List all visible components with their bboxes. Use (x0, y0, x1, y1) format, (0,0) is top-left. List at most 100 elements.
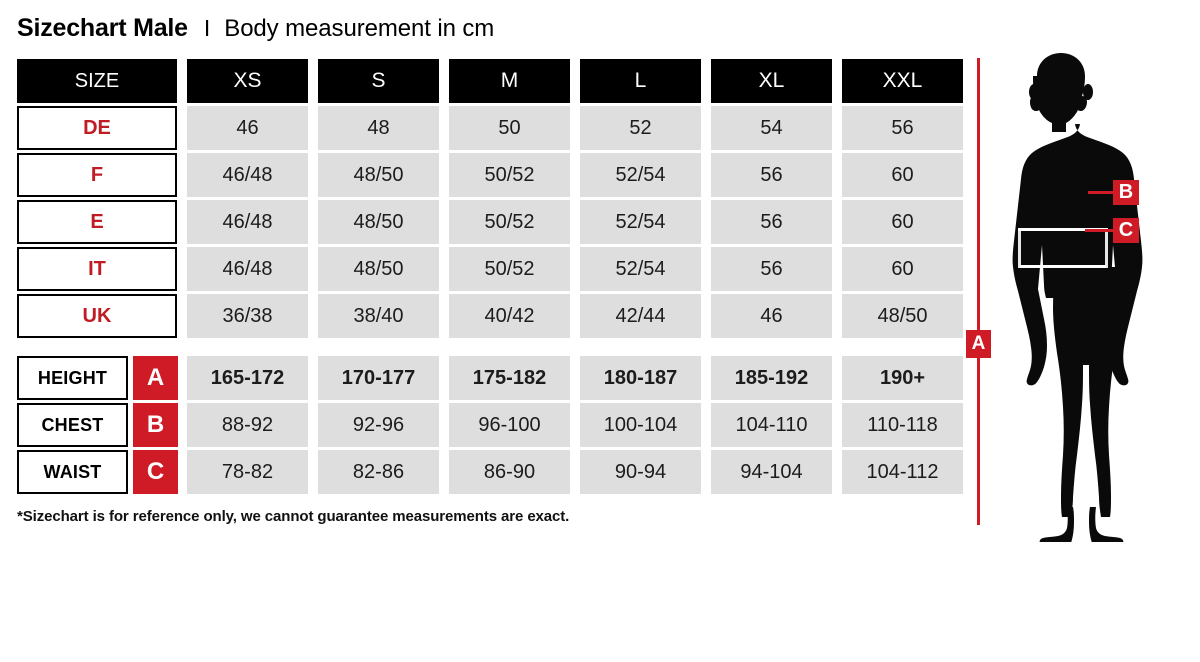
cell-chest-xl: 104-110 (711, 403, 832, 447)
cell-waist-xxl: 104-112 (842, 450, 963, 494)
cell-waist-l: 90-94 (580, 450, 701, 494)
table-row: IT 46/48 48/50 50/52 52/54 56 60 (17, 247, 963, 291)
cell-chest-s: 92-96 (318, 403, 439, 447)
cell-uk-xs: 36/38 (187, 294, 308, 338)
row-label-it: IT (17, 247, 177, 291)
cell-waist-m: 86-90 (449, 450, 570, 494)
label-with-badge: CHEST B (17, 403, 178, 447)
cell-e-l: 52/54 (580, 200, 701, 244)
marker-badge-b: B (133, 403, 178, 447)
row-label-e: E (17, 200, 177, 244)
marker-badge-c: C (133, 450, 178, 494)
cell-it-xs: 46/48 (187, 247, 308, 291)
table-row: F 46/48 48/50 50/52 52/54 56 60 (17, 153, 963, 197)
marker-b-icon: B (1113, 180, 1139, 205)
cell-chest-xs: 88-92 (187, 403, 308, 447)
header-cell-m: M (449, 59, 570, 103)
table-row: UK 36/38 38/40 40/42 42/44 46 48/50 (17, 294, 963, 338)
label-with-badge: WAIST C (17, 450, 178, 494)
body-figure: A B (963, 52, 1200, 542)
chest-leader-line (1088, 191, 1113, 194)
cell-e-m: 50/52 (449, 200, 570, 244)
row-label-uk: UK (17, 294, 177, 338)
page-title: Sizechart Male I Body measurement in cm (17, 14, 494, 43)
cell-e-xxl: 60 (842, 200, 963, 244)
row-label-f: F (17, 153, 177, 197)
row-label-waist: WAIST C (17, 450, 178, 494)
cell-height-l: 180-187 (580, 356, 701, 400)
cell-de-xs: 46 (187, 106, 308, 150)
header-cell-l: L (580, 59, 701, 103)
cell-de-xl: 54 (711, 106, 832, 150)
label-with-badge: HEIGHT A (17, 356, 178, 400)
cell-f-xl: 56 (711, 153, 832, 197)
cell-uk-l: 42/44 (580, 294, 701, 338)
table-row: WAIST C 78-82 82-86 86-90 90-94 94-104 1… (17, 450, 963, 494)
table-row: E 46/48 48/50 50/52 52/54 56 60 (17, 200, 963, 244)
cell-de-l: 52 (580, 106, 701, 150)
cell-height-m: 175-182 (449, 356, 570, 400)
marker-a-icon: A (966, 330, 991, 358)
marker-c-icon: C (1113, 218, 1139, 243)
cell-f-xs: 46/48 (187, 153, 308, 197)
cell-waist-xs: 78-82 (187, 450, 308, 494)
cell-it-xxl: 60 (842, 247, 963, 291)
cell-waist-s: 82-86 (318, 450, 439, 494)
header-cell-xl: XL (711, 59, 832, 103)
cell-it-m: 50/52 (449, 247, 570, 291)
cell-de-m: 50 (449, 106, 570, 150)
row-label-text: IT (17, 247, 177, 291)
male-silhouette-icon (1012, 53, 1143, 542)
cell-uk-xl: 46 (711, 294, 832, 338)
disclaimer-text: *Sizechart is for reference only, we can… (17, 508, 570, 525)
cell-de-s: 48 (318, 106, 439, 150)
cell-chest-m: 96-100 (449, 403, 570, 447)
row-label-text: CHEST (17, 403, 128, 447)
cell-it-xl: 56 (711, 247, 832, 291)
waist-leader-line (1085, 229, 1113, 232)
row-label-text: UK (17, 294, 177, 338)
cell-f-xxl: 60 (842, 153, 963, 197)
cell-it-l: 52/54 (580, 247, 701, 291)
row-label-text: F (17, 153, 177, 197)
table-row: CHEST B 88-92 92-96 96-100 100-104 104-1… (17, 403, 963, 447)
header-cell-s: S (318, 59, 439, 103)
table-header-row: SIZE XS S M L XL XXL (17, 59, 963, 103)
row-label-text: HEIGHT (17, 356, 128, 400)
cell-e-s: 48/50 (318, 200, 439, 244)
row-label-de: DE (17, 106, 177, 150)
cell-height-xl: 185-192 (711, 356, 832, 400)
cell-uk-s: 38/40 (318, 294, 439, 338)
title-main: Sizechart Male (17, 14, 188, 42)
cell-uk-xxl: 48/50 (842, 294, 963, 338)
sizechart-table: SIZE XS S M L XL XXL DE 46 48 50 52 54 5… (17, 59, 963, 494)
header-cell-size: SIZE (17, 59, 177, 103)
title-separator: I (203, 15, 211, 41)
height-measure-line (977, 58, 980, 525)
header-cell-xxl: XXL (842, 59, 963, 103)
cell-de-xxl: 56 (842, 106, 963, 150)
row-label-text: DE (17, 106, 177, 150)
row-label-text: WAIST (17, 450, 128, 494)
cell-chest-xxl: 110-118 (842, 403, 963, 447)
table-row: HEIGHT A 165-172 170-177 175-182 180-187… (17, 356, 963, 400)
row-label-chest: CHEST B (17, 403, 178, 447)
header-cell-xs: XS (187, 59, 308, 103)
cell-height-s: 170-177 (318, 356, 439, 400)
cell-it-s: 48/50 (318, 247, 439, 291)
table-row: DE 46 48 50 52 54 56 (17, 106, 963, 150)
cell-uk-m: 40/42 (449, 294, 570, 338)
cell-waist-xl: 94-104 (711, 450, 832, 494)
cell-f-s: 48/50 (318, 153, 439, 197)
cell-e-xs: 46/48 (187, 200, 308, 244)
cell-f-l: 52/54 (580, 153, 701, 197)
cell-chest-l: 100-104 (580, 403, 701, 447)
row-label-text: E (17, 200, 177, 244)
title-subtitle: Body measurement in cm (224, 15, 495, 42)
marker-badge-a: A (133, 356, 178, 400)
cell-e-xl: 56 (711, 200, 832, 244)
cell-height-xs: 165-172 (187, 356, 308, 400)
row-label-height: HEIGHT A (17, 356, 178, 400)
cell-f-m: 50/52 (449, 153, 570, 197)
